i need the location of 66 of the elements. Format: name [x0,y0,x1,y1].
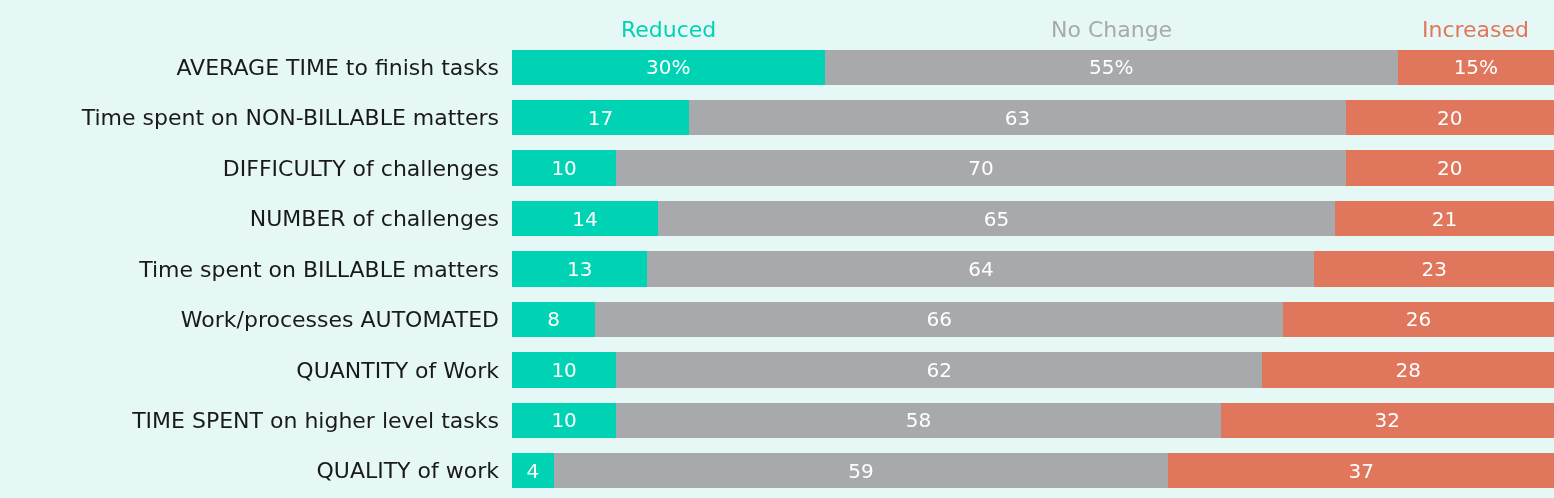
data-label: 23 [1421,257,1447,281]
data-label: 64 [968,257,994,281]
series-label: No Change [1051,17,1173,42]
bar [512,49,825,85]
bar [512,251,648,287]
data-label: 21 [1431,206,1458,231]
y-tick-label: QUANTITY of Work [296,357,500,383]
data-label: 17 [587,105,614,130]
bar [1168,453,1554,489]
bar [512,150,617,186]
bar [689,100,1346,136]
data-label: 28 [1395,357,1421,382]
data-label: 10 [551,408,577,433]
y-tick-label: NUMBER of challenges [249,206,499,232]
bar [616,352,1263,388]
data-label: 14 [572,206,598,231]
data-label: 37 [1348,458,1374,483]
y-tick-label: TIME SPENT on higher level tasks [131,408,499,434]
data-label: 26 [1405,307,1432,332]
y-tick-label: Time spent on NON-BILLABLE matters [80,105,499,131]
y-tick-label: Work/processes AUTOMATED [180,307,499,333]
data-label: 8 [547,307,561,332]
data-label: 4 [526,458,540,483]
data-label: 10 [551,357,577,382]
bar [512,301,596,338]
data-label: 62 [926,357,952,382]
data-label: 63 [1004,105,1031,130]
data-label: 32 [1374,408,1401,433]
data-label: 10 [551,156,577,181]
bar [1283,301,1554,338]
series-label: Increased [1422,17,1530,42]
bar [616,150,1346,186]
bar [595,301,1284,338]
bar [1335,200,1554,237]
y-tick-label: AVERAGE TIME to finish tasks [176,54,499,80]
bar [1314,251,1554,287]
bar [1220,402,1554,438]
data-label: 65 [983,206,1010,231]
data-label: 70 [968,156,994,181]
bar [512,100,690,136]
bar [616,402,1221,438]
y-tick-label: Time spent on BILLABLE matters [138,256,499,282]
bar [824,49,1398,85]
data-label: 20 [1437,156,1463,181]
bar [553,453,1169,489]
data-label: 30% [646,55,691,80]
bar [512,402,617,438]
y-tick-label: QUALITY of work [316,458,500,484]
data-label: 66 [926,307,952,332]
bar [512,453,554,489]
bar [1262,352,1554,388]
bar [512,352,617,388]
bar [1345,100,1554,136]
bar [1397,49,1554,85]
data-label: 55% [1088,55,1134,80]
data-label: 15% [1453,55,1499,80]
data-label: 59 [848,458,874,483]
bar [512,200,658,237]
data-label: 20 [1437,105,1463,130]
bar [647,251,1315,287]
bar [657,200,1336,237]
series-label: Reduced [621,17,717,42]
data-label: 13 [567,257,593,281]
data-label: 58 [905,408,932,433]
y-tick-label: DIFFICULTY of challenges [222,155,499,181]
bar [1345,150,1554,186]
